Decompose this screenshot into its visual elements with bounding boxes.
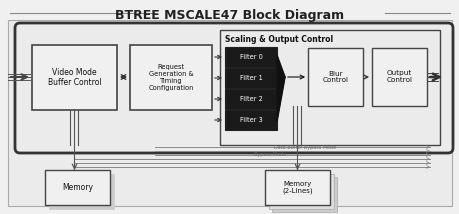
Bar	[32, 45, 117, 110]
Text: Scaling & Output Control: Scaling & Output Control	[224, 34, 332, 43]
Text: Request
Generation &
Timing
Configuration: Request Generation & Timing Configuratio…	[148, 64, 193, 91]
Bar	[49, 174, 114, 209]
Bar	[224, 89, 276, 109]
FancyBboxPatch shape	[15, 23, 452, 153]
Bar	[224, 110, 276, 130]
Text: Blur
Control: Blur Control	[322, 70, 348, 83]
Bar	[224, 47, 276, 67]
Bar	[224, 68, 276, 88]
Bar	[219, 30, 439, 145]
Text: Output
Control: Output Control	[386, 70, 412, 83]
Bar	[130, 45, 212, 110]
Bar	[45, 170, 110, 205]
Bar	[8, 20, 451, 206]
Bar	[264, 170, 329, 205]
Bar	[308, 48, 362, 106]
Bar	[271, 177, 336, 212]
Text: Filter 3: Filter 3	[239, 117, 262, 123]
Text: Filter 2: Filter 2	[239, 96, 262, 102]
Text: Filter 1: Filter 1	[239, 75, 262, 81]
Polygon shape	[276, 55, 285, 122]
Text: Data Buffer Bypass Mode: Data Buffer Bypass Mode	[274, 145, 336, 150]
Bar	[269, 174, 333, 209]
Bar	[371, 48, 426, 106]
Text: Memory
(2-Lines): Memory (2-Lines)	[281, 181, 312, 194]
Text: BTREE MSCALE47 Block Diagram: BTREE MSCALE47 Block Diagram	[115, 9, 344, 22]
Text: Filter 0: Filter 0	[239, 54, 262, 60]
Text: Video Mode
Buffer Control: Video Mode Buffer Control	[48, 68, 101, 87]
Text: Bypass Mode: Bypass Mode	[253, 152, 285, 157]
Text: Memory: Memory	[62, 183, 93, 192]
